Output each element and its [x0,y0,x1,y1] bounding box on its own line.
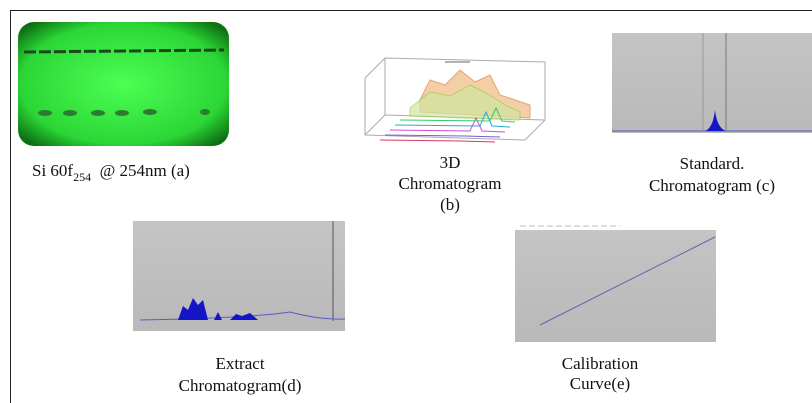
caption: Chromatogram (c) [649,176,775,195]
chart-extract [133,221,345,331]
caption: (b) [440,195,460,214]
page: {"panels": [ {"caption": {"main": "Si 60… [0,0,812,403]
chart-standard [612,33,812,133]
caption: Standard. [680,154,745,173]
caption: Extract [215,354,264,373]
caption: Chromatogram(d) [179,376,302,395]
figure: Si 60f254 @ 254nm (a) 3D Chromatogram (b… [0,0,812,403]
caption: Calibration [562,354,639,373]
caption: Chromatogram [399,174,502,193]
caption: 3D [440,153,461,172]
caption: Curve(e) [570,374,630,393]
chart-calibration [515,226,716,342]
tlc-plate [18,22,229,146]
